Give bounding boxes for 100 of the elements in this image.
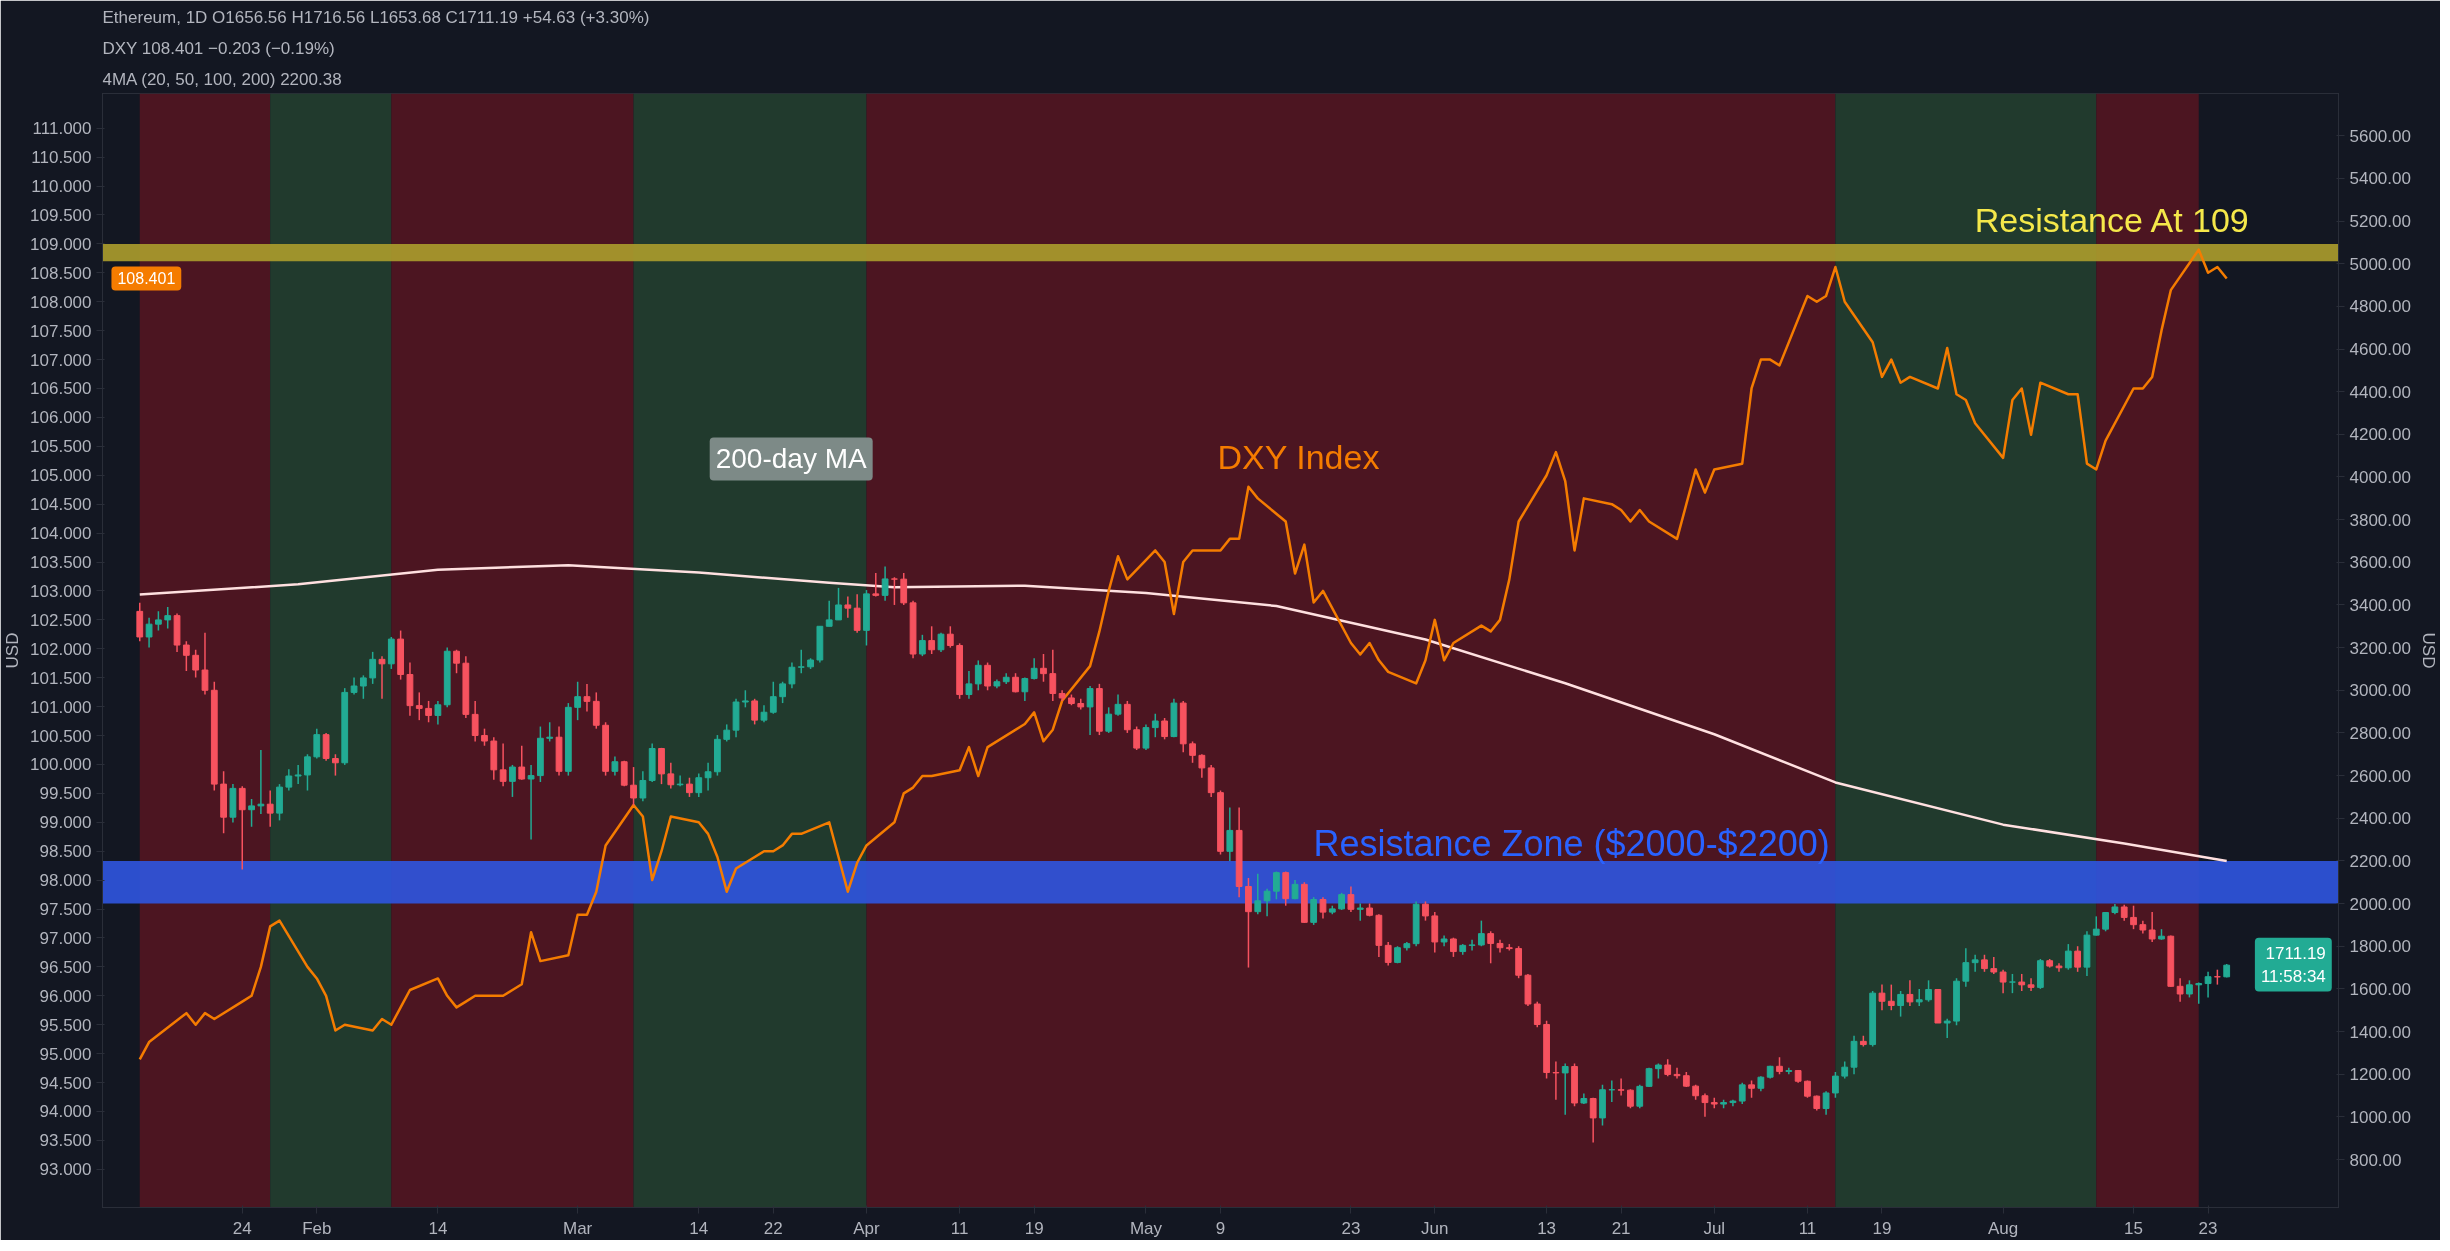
candlestick (853, 593, 861, 634)
candlestick (1738, 1081, 1746, 1105)
annotation: 200-day MA (715, 443, 867, 475)
y-tick-label: 109.000 (30, 234, 92, 254)
candlestick (145, 617, 153, 649)
x-tick-label: Feb (302, 1218, 332, 1238)
candlestick (2195, 981, 2203, 1005)
y-tick-label: 96.000 (39, 986, 92, 1006)
candlestick (415, 691, 423, 721)
y2-tick-label: 4600.00 (2349, 340, 2411, 360)
candlestick (546, 721, 554, 743)
y2-tick-label: 2000.00 (2349, 894, 2411, 914)
y-tick-label: 107.500 (30, 321, 92, 341)
y-tick-label: 98.000 (39, 871, 92, 891)
y-tick-label: 102.000 (30, 639, 92, 659)
x-tick-label: Apr (853, 1218, 881, 1238)
y2-tick-label: 5000.00 (2349, 254, 2411, 274)
candlestick (1273, 870, 1280, 901)
candlestick (527, 764, 535, 841)
y2-tick-label: 3200.00 (2349, 638, 2411, 658)
candlestick (2064, 943, 2072, 971)
candlestick (425, 700, 432, 724)
candlestick (1627, 1088, 1634, 1110)
y-tick-label: 95.500 (39, 1015, 92, 1035)
candlestick (984, 661, 991, 692)
candlestick (499, 742, 507, 788)
chart-title: Ethereum, 1D O1656.56 H1716.56 L1653.68 C1711.19 +54.63 (+3.30%) (102, 7, 650, 27)
x-tick-label: Mar (563, 1218, 593, 1238)
y2-tick-label: 5200.00 (2349, 212, 2411, 232)
candlestick (285, 768, 293, 792)
y2-tick-label: 1000.00 (2349, 1107, 2411, 1127)
candlestick (1636, 1084, 1644, 1110)
candlestick (788, 661, 796, 689)
candlestick (881, 565, 889, 602)
y2-tick-label: 4000.00 (2349, 467, 2411, 487)
y2-tick-label: 4800.00 (2349, 297, 2411, 317)
candlestick (1971, 954, 1979, 973)
candlestick (918, 634, 926, 657)
y2-tick-label: 2600.00 (2349, 766, 2411, 786)
candlestick (825, 599, 833, 628)
candlestick (1887, 983, 1895, 1011)
candlestick (928, 625, 936, 655)
x-tick-label: 15 (2124, 1218, 2143, 1238)
y-tick-label: 99.000 (39, 813, 92, 833)
y-tick-label: 94.000 (39, 1102, 92, 1122)
candlestick (1962, 947, 1970, 988)
x-tick-label: 11 (1798, 1218, 1817, 1238)
candlestick (294, 764, 302, 785)
candlestick (332, 753, 339, 777)
y-tick-label: 106.000 (30, 408, 92, 428)
chart-subtitle: 4MA (20, 50, 100, 200) 2200.38 (102, 69, 342, 89)
annotation: 1711.19 11:58:34 (2260, 943, 2326, 986)
candlestick (1105, 706, 1113, 734)
y2-tick-label: 5600.00 (2349, 126, 2411, 146)
y-tick-label: 108.000 (30, 292, 92, 312)
x-tick-label: Jun (1421, 1218, 1449, 1238)
candlestick (201, 631, 209, 696)
candlestick (1617, 1077, 1625, 1097)
candlestick (974, 659, 982, 692)
x-tick-label: 19 (1024, 1218, 1044, 1238)
y2-tick-label: 2400.00 (2349, 809, 2411, 829)
candlestick (434, 700, 442, 726)
y-tick-label: 100.500 (30, 726, 92, 746)
y2-tick-label: 5400.00 (2349, 169, 2411, 189)
annotation: DXY Index (1217, 437, 1380, 476)
y2-tick-label: 2200.00 (2349, 851, 2411, 871)
candlestick (1142, 723, 1150, 751)
y-tick-label: 100.000 (30, 755, 92, 775)
y-tick-label: 101.500 (30, 668, 92, 688)
candlestick (1832, 1071, 1839, 1099)
candlestick (359, 674, 367, 700)
x-tick-label: Aug (1987, 1218, 2019, 1238)
candlestick (1319, 896, 1327, 920)
y2-tick-label: 4400.00 (2349, 382, 2411, 402)
candlestick (1925, 979, 1932, 1003)
candlestick (1189, 740, 1196, 764)
x-tick-label: 21 (1611, 1218, 1631, 1238)
candlestick (1254, 872, 1262, 915)
y-tick-label: 95.000 (39, 1044, 92, 1064)
candlestick (769, 681, 777, 715)
candlestick (797, 649, 805, 674)
candlestick (900, 572, 908, 606)
candlestick (2204, 971, 2212, 999)
candlestick (1040, 653, 1047, 683)
candlestick (164, 606, 172, 630)
candlestick (1226, 806, 1234, 862)
candlestick (1589, 1096, 1597, 1144)
candlestick (2130, 904, 2137, 930)
candlestick (192, 649, 200, 679)
candlestick (1990, 956, 1998, 975)
candlestick (779, 681, 786, 704)
candlestick (611, 755, 619, 777)
y2-tick-label: 3000.00 (2349, 681, 2411, 701)
candlestick (2102, 911, 2109, 933)
candlestick (1477, 919, 1485, 947)
candlestick (1114, 693, 1122, 717)
candlestick (1878, 983, 1886, 1011)
y2-tick-label: 1200.00 (2349, 1065, 2411, 1085)
candlestick (1897, 990, 1904, 1018)
candlestick (2074, 945, 2082, 973)
